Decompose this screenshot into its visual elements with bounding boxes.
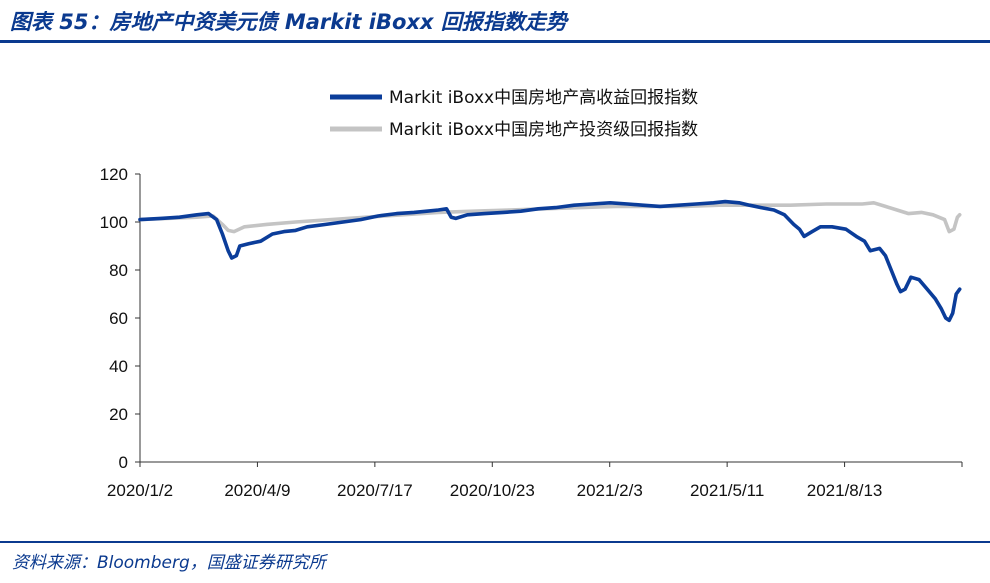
y-tick-label: 80 [109,261,128,280]
series-line-investment-grade [138,201,962,234]
x-tick-label: 2020/7/17 [337,481,413,500]
x-tick-label: 2021/8/13 [807,481,883,500]
y-tick-label: 0 [119,453,128,472]
title-rule [0,40,990,43]
x-tick-label: 2020/1/2 [107,481,173,500]
plot-area [138,199,962,323]
chart-legend: Markit iBoxx中国房地产高收益回报指数 Markit iBoxx中国房地… [330,88,698,140]
x-axis: 2020/1/2 2020/4/9 2020/7/17 2020/10/23 2021/… [107,461,963,500]
legend-label: Markit iBoxx中国房地产投资级回报指数 [389,120,698,140]
y-axis: 0 20 40 60 80 100 120 [100,165,141,472]
figure-title: 图表 55：房地产中资美元债 Markit iBoxx 回报指数走势 [10,10,567,34]
x-tick-label: 2020/4/9 [224,481,290,500]
legend-label: Markit iBoxx中国房地产高收益回报指数 [389,88,698,108]
y-tick-label: 120 [100,165,128,184]
source-note: 资料来源：Bloomberg，国盛证券研究所 [12,553,326,573]
series-line-high-yield [138,199,962,323]
y-tick-label: 60 [109,309,128,328]
x-tick-label: 2020/10/23 [450,481,535,500]
chart-canvas: Markit iBoxx中国房地产高收益回报指数 Markit iBoxx中国房地… [100,88,963,500]
x-tick-label: 2021/2/3 [577,481,643,500]
y-tick-label: 40 [109,357,128,376]
y-tick-label: 20 [109,405,128,424]
x-tick-label: 2021/5/11 [690,481,764,500]
y-tick-label: 100 [100,213,128,232]
source-rule [0,541,990,543]
